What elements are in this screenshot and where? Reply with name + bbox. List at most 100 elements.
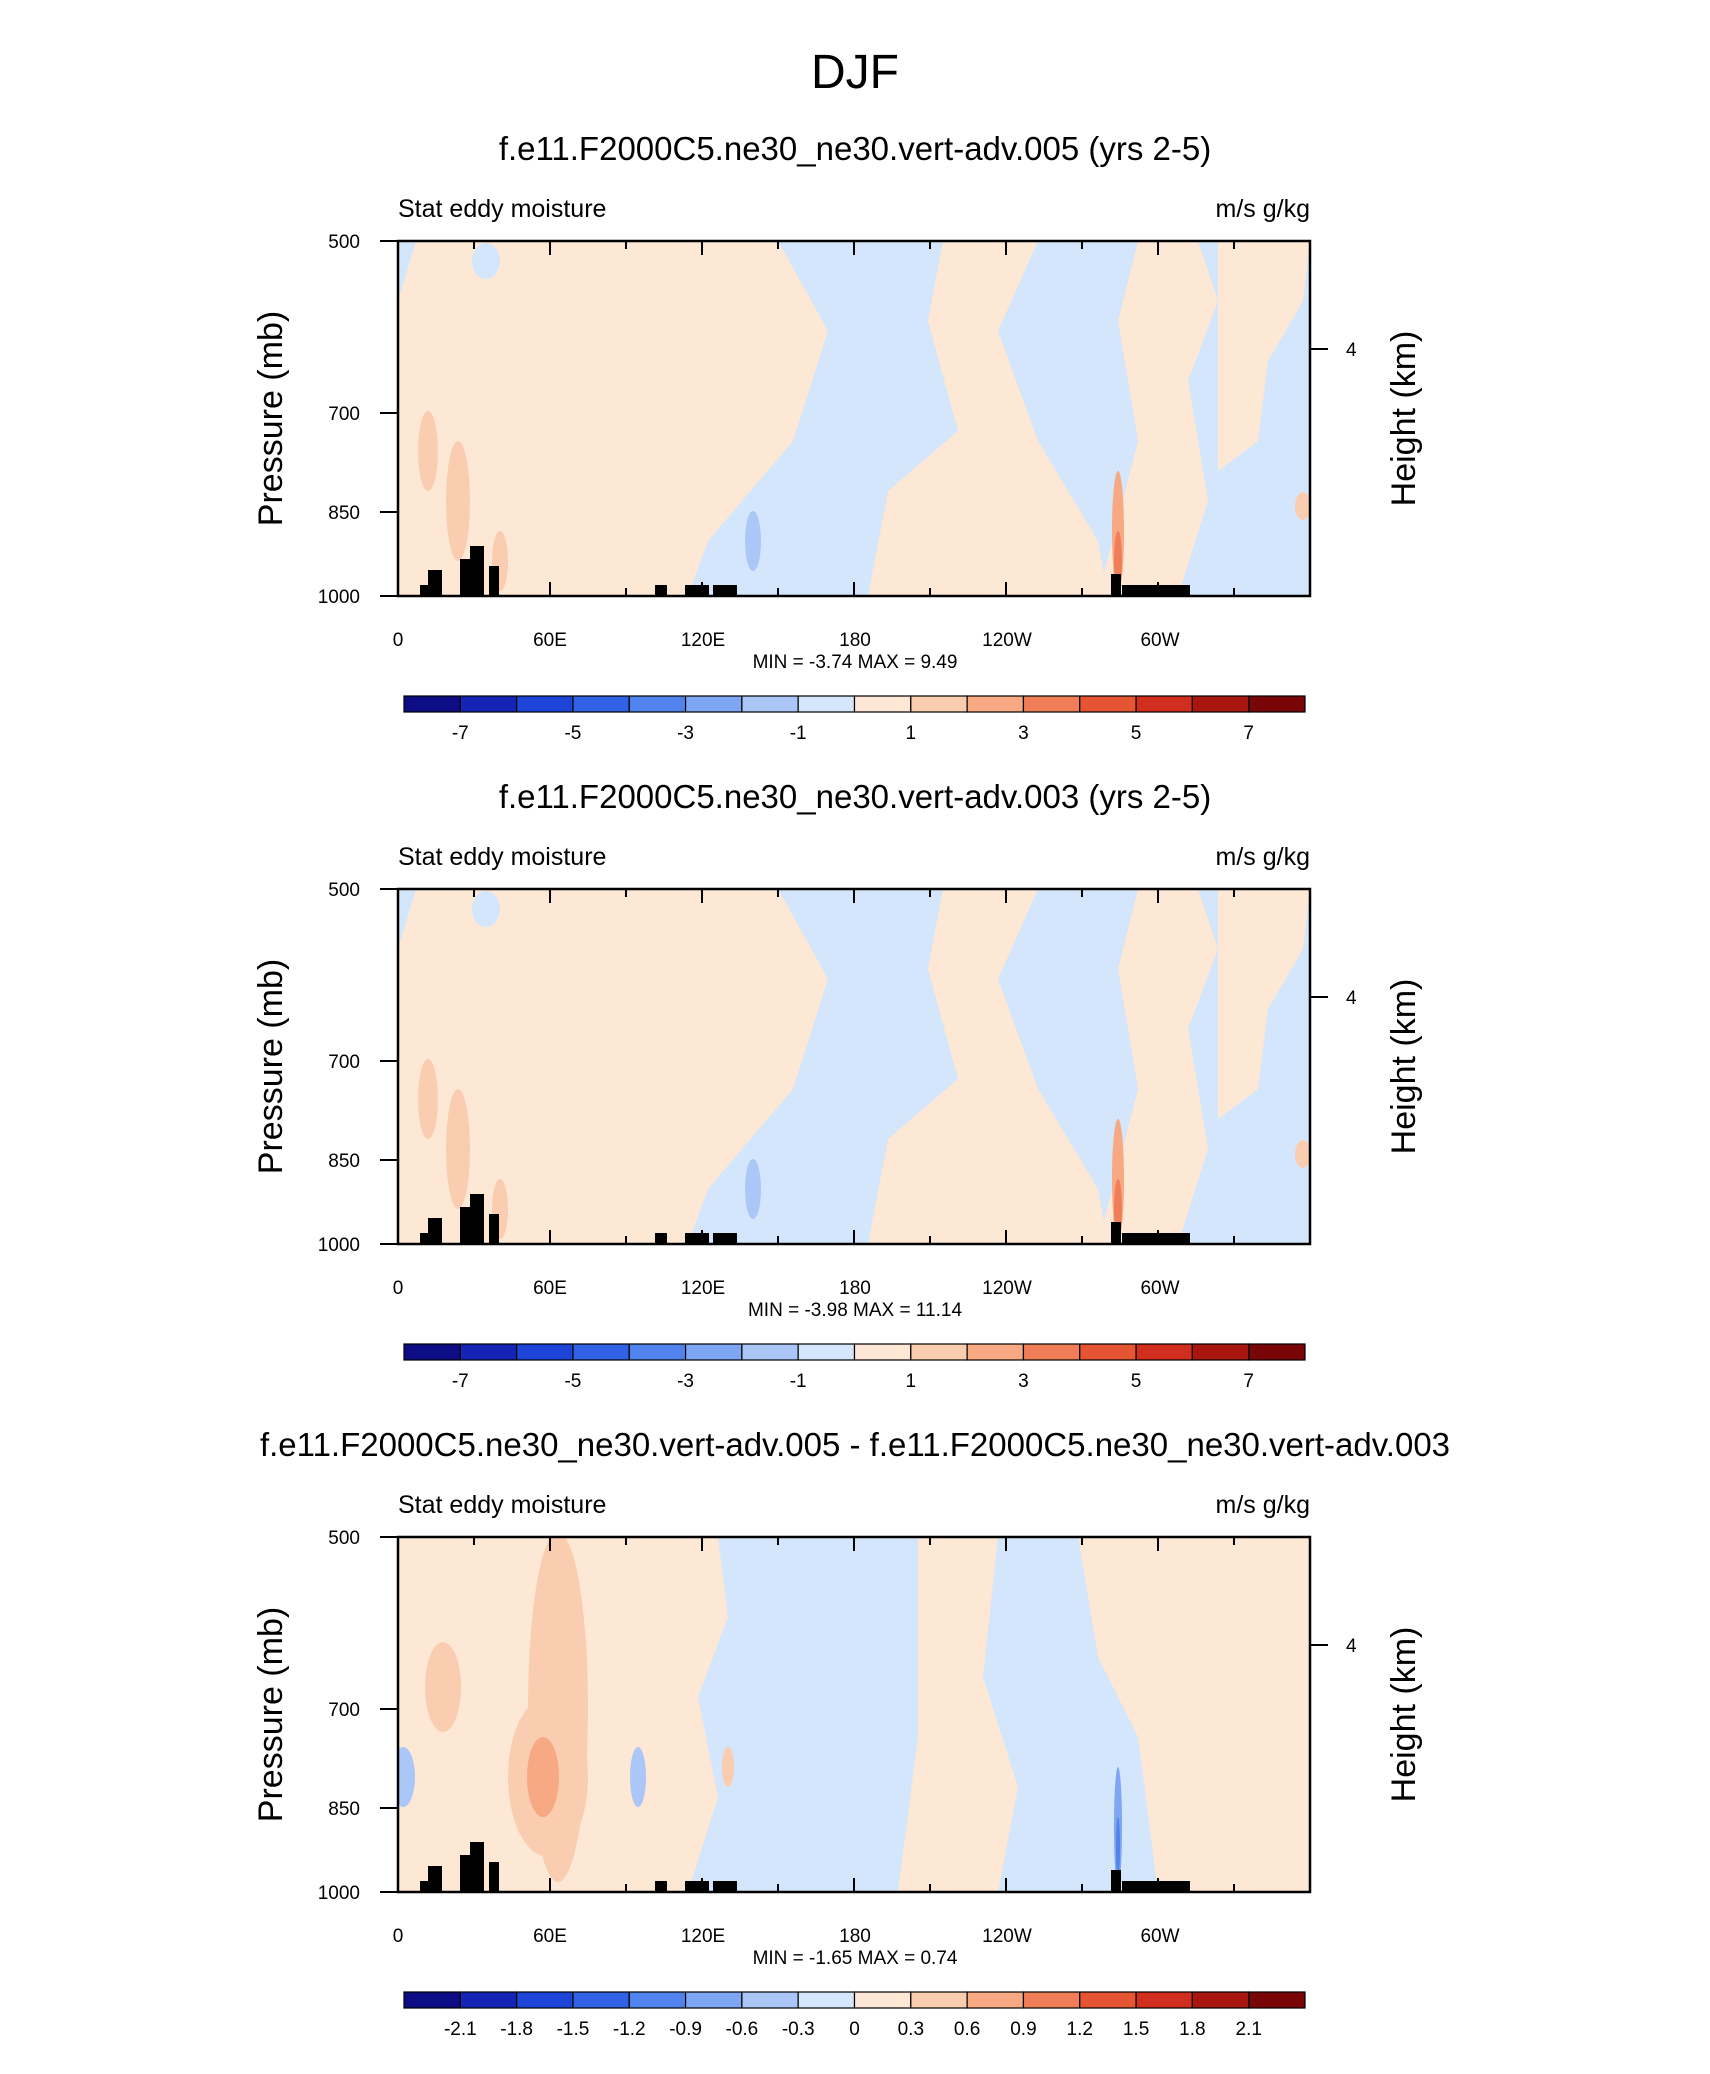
- land-mask: [428, 570, 442, 596]
- land-mask: [685, 585, 709, 596]
- colorbar-swatch: [516, 695, 574, 713]
- x-tick-label: 120W: [982, 1278, 1032, 1299]
- colorbar-swatch: [459, 695, 518, 713]
- x-tick-label: 0: [393, 1278, 404, 1299]
- x-tick-label: 0: [393, 1926, 404, 1947]
- colorbar-swatch: [966, 695, 1025, 713]
- colorbar-swatch: [910, 1991, 968, 2009]
- panel-1-title: f.e11.F2000C5.ne30_ne30.vert-adv.005 (yr…: [498, 130, 1212, 167]
- land-mask: [1122, 1881, 1190, 1892]
- colorbar-label: -0.3: [782, 2019, 815, 2040]
- colorbar-label: 0.6: [954, 2019, 980, 2040]
- land-mask: [489, 1214, 499, 1244]
- colorbar-label: -1.8: [500, 2019, 533, 2040]
- contour-region: [868, 889, 1108, 1244]
- units-label: m/s g/kg: [1216, 195, 1310, 223]
- colorbar-swatch: [1079, 1343, 1137, 1361]
- land-mask: [1111, 574, 1121, 596]
- contour-region: [1116, 1817, 1120, 1877]
- x-tick-label: 180: [839, 630, 871, 651]
- colorbar-swatch: [403, 695, 461, 713]
- colorbar-swatch: [853, 695, 912, 713]
- contour-field: [398, 889, 1310, 1244]
- colorbar-swatch: [797, 1343, 856, 1361]
- contour-region: [446, 1089, 470, 1209]
- colorbar-label: 1: [906, 723, 917, 744]
- colorbar-label: 3: [1018, 723, 1029, 744]
- colorbar-swatch: [910, 1343, 968, 1361]
- panel-3: 0 60E 120E 180 120W 60W 500 700 850 1000 4 Stat edd…: [252, 1491, 1423, 2040]
- x-tick-label: 120E: [681, 630, 725, 651]
- contour-region: [1295, 492, 1310, 520]
- y-tick-label: 1000: [318, 587, 360, 608]
- colorbar-swatch: [628, 1991, 687, 2009]
- colorbar-label: -0.9: [669, 2019, 702, 2040]
- min-max-stats: MIN = -3.74 MAX = 9.49: [753, 652, 958, 673]
- colorbar-label: 3: [1018, 1371, 1029, 1392]
- y-tick-label: 500: [328, 1528, 360, 1549]
- land-mask: [655, 585, 667, 596]
- colorbar-swatch: [1079, 695, 1137, 713]
- contour-region: [398, 241, 828, 596]
- colorbar-swatch: [797, 695, 856, 713]
- contour-region: [418, 1059, 438, 1139]
- right-tick-label: 4: [1346, 988, 1357, 1009]
- colorbar-label: -1: [790, 723, 807, 744]
- contour-region: [868, 241, 1108, 596]
- colorbar-swatch: [853, 1991, 912, 2009]
- colorbar-label: 0.3: [898, 2019, 924, 2040]
- colorbar-swatch: [403, 1343, 461, 1361]
- y-tick-label: 850: [328, 1151, 360, 1172]
- land-mask: [713, 1881, 737, 1892]
- land-mask: [428, 1866, 442, 1892]
- colorbar-swatch: [741, 1343, 799, 1361]
- colorbar-swatch: [966, 1991, 1025, 2009]
- colorbar-label: 1: [906, 1371, 917, 1392]
- panel-3-title: f.e11.F2000C5.ne30_ne30.vert-adv.005 - f…: [259, 1426, 1451, 1463]
- land-mask: [1111, 1222, 1121, 1244]
- y-axis-label: Pressure (mb): [252, 311, 290, 526]
- panel-2-title: f.e11.F2000C5.ne30_ne30.vert-adv.003 (yr…: [498, 778, 1212, 815]
- land-mask: [1122, 1233, 1190, 1244]
- colorbar-label: 2.1: [1235, 2019, 1261, 2040]
- y-tick-label: 700: [328, 404, 360, 425]
- figure-title: DJF: [811, 46, 899, 99]
- colorbar-swatch: [1022, 695, 1081, 713]
- colorbar-label: -1.2: [613, 2019, 646, 2040]
- colorbar-swatch: [628, 1343, 687, 1361]
- contour-region: [418, 411, 438, 491]
- units-label: m/s g/kg: [1216, 1491, 1310, 1519]
- colorbar-label: 7: [1243, 723, 1254, 744]
- panel-1: 0 60E 120E 180 120W 60W 500 700 850 1000 4 Stat edd…: [252, 195, 1423, 744]
- x-tick-label: 0: [393, 630, 404, 651]
- y-tick-label: 700: [328, 1052, 360, 1073]
- y-tick-label: 850: [328, 1799, 360, 1820]
- contour-region: [630, 1747, 646, 1807]
- y-tick-label: 1000: [318, 1883, 360, 1904]
- colorbar-label: -5: [564, 1371, 581, 1392]
- left-label: Stat eddy moisture: [398, 843, 606, 871]
- colorbar-label: -2.1: [444, 2019, 477, 2040]
- colorbar-label: -1: [790, 1371, 807, 1392]
- colorbar-swatch: [1079, 1991, 1137, 2009]
- y-axis-label-right: Height (km): [1385, 331, 1423, 507]
- right-tick-label: 4: [1346, 1636, 1357, 1657]
- colorbar-swatch: [741, 695, 799, 713]
- x-tick-label: 120E: [681, 1926, 725, 1947]
- x-tick-label: 60E: [533, 630, 567, 651]
- left-label: Stat eddy moisture: [398, 195, 606, 223]
- min-max-stats: MIN = -3.98 MAX = 11.14: [748, 1300, 962, 1321]
- land-mask: [420, 585, 428, 596]
- colorbar-swatch: [1191, 695, 1250, 713]
- y-axis-label: Pressure (mb): [252, 959, 290, 1174]
- colorbar-swatch: [966, 1343, 1025, 1361]
- land-mask: [470, 546, 484, 596]
- y-tick-label: 700: [328, 1700, 360, 1721]
- colorbar-swatch: [1022, 1991, 1081, 2009]
- colorbar-label: -7: [452, 723, 469, 744]
- land-mask: [489, 1862, 499, 1892]
- colorbar-label: -0.6: [726, 2019, 759, 2040]
- colorbar-swatch: [797, 1991, 856, 2009]
- x-tick-label: 60W: [1140, 1926, 1179, 1947]
